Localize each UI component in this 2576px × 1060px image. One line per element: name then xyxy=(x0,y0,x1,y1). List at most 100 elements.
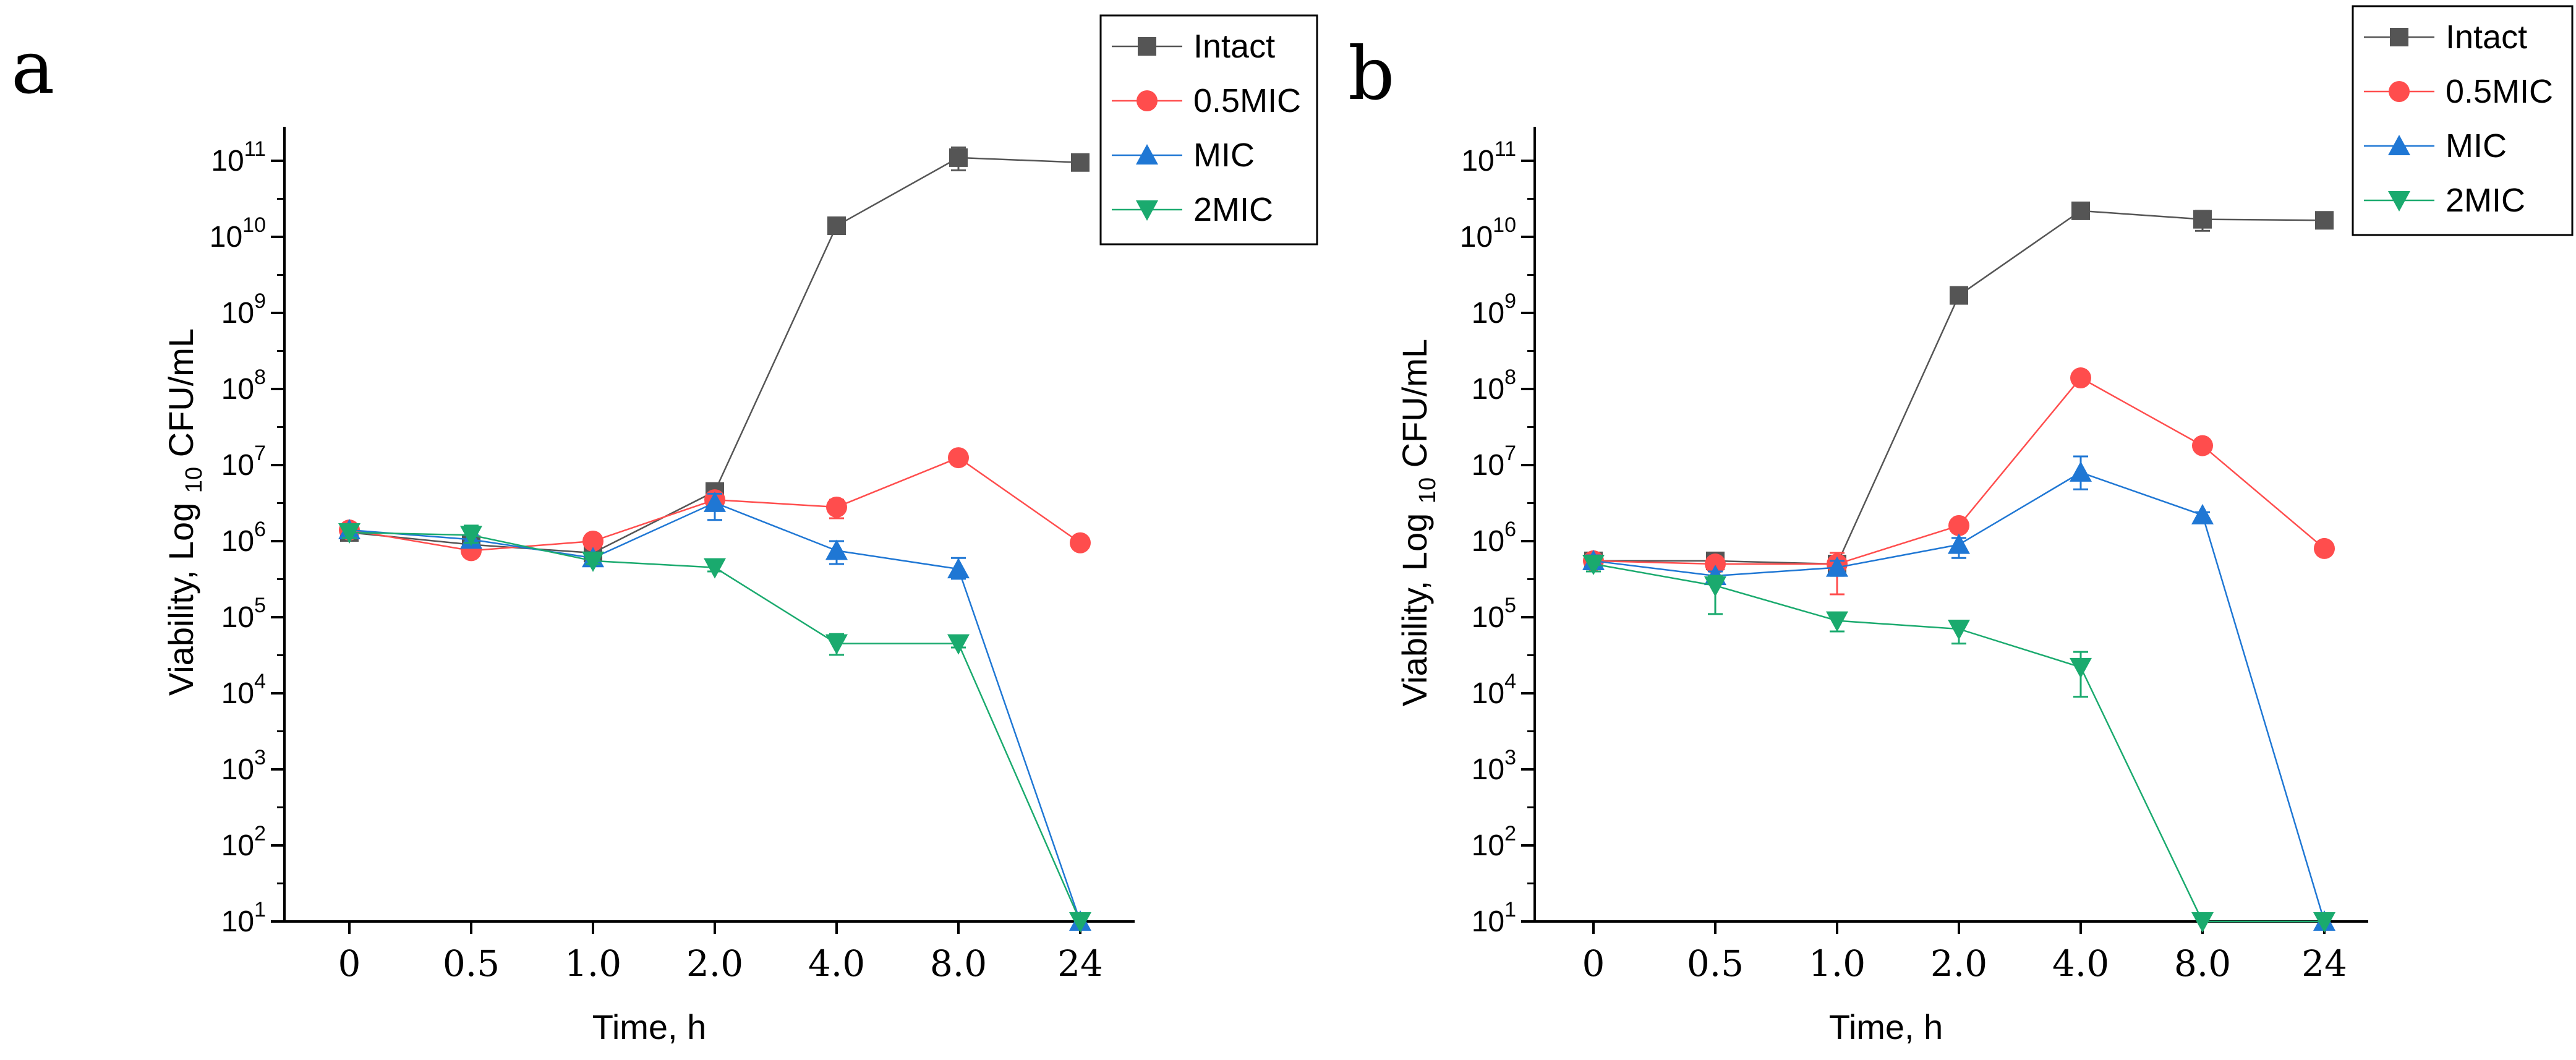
legend-marker xyxy=(2388,135,2410,155)
x-tick-label: 24 xyxy=(1057,942,1103,985)
y-tick-label: 105 xyxy=(1472,594,1516,634)
y-tick-base: 10 xyxy=(1472,449,1504,482)
x-axis-label: Time, h xyxy=(1829,1007,1943,1046)
data-point xyxy=(704,558,726,579)
x-tick-label: 8.0 xyxy=(2174,942,2231,985)
y-tick-exponent: 5 xyxy=(1504,594,1516,617)
y-tick-exponent: 1 xyxy=(1504,898,1516,921)
legend-label: MIC xyxy=(1193,137,1255,174)
data-point xyxy=(2314,537,2335,559)
panel-letter-b: b xyxy=(1348,31,1395,116)
panel-a: a Viability, Log 10 CFU/mL Time, h 10110… xyxy=(11,14,1318,1046)
x-tick-label: 0.5 xyxy=(443,942,500,985)
y-tick-base: 10 xyxy=(221,677,254,710)
y-axis-label: Viability, Log 10 CFU/mL xyxy=(161,328,207,696)
y-tick-base: 10 xyxy=(221,829,254,862)
legend-marker xyxy=(1136,144,1158,165)
x-tick-label: 4.0 xyxy=(808,942,865,985)
data-point xyxy=(826,496,847,518)
x-tick-label: 24 xyxy=(2301,942,2347,985)
y-tick-exponent: 9 xyxy=(1504,289,1516,313)
x-tick-label: 4.0 xyxy=(2052,942,2109,985)
y-tick-exponent: 6 xyxy=(1504,518,1516,541)
y-tick-base: 10 xyxy=(221,449,254,482)
y-tick-label: 101 xyxy=(1472,898,1516,938)
y-tick-label: 1010 xyxy=(1460,213,1516,254)
y-tick-base: 10 xyxy=(1472,677,1504,710)
y-tick-exponent: 3 xyxy=(254,746,266,769)
legend-item: MIC xyxy=(2364,127,2507,165)
legend-b: Intact 0.5MIC MIC 2MIC xyxy=(2352,5,2574,236)
y-tick-label: 103 xyxy=(1472,746,1516,786)
data-point xyxy=(2070,461,2092,482)
y-tick-exponent: 7 xyxy=(1504,442,1516,465)
data-point xyxy=(1704,576,1726,597)
y-tick-base: 10 xyxy=(1472,525,1504,558)
y-tick-label: 102 xyxy=(1472,822,1516,862)
data-point xyxy=(582,551,604,572)
y-tick-label: 109 xyxy=(221,289,266,330)
y-tick-label: 1011 xyxy=(1461,137,1516,177)
y-tick-exponent: 9 xyxy=(254,289,266,313)
legend-marker xyxy=(1138,37,1156,56)
y-tick-label: 105 xyxy=(221,594,266,634)
data-point xyxy=(827,216,846,236)
legend-item: Intact xyxy=(1112,28,1275,65)
y-tick-base: 10 xyxy=(221,601,254,634)
y-tick-base: 10 xyxy=(1460,221,1493,254)
y-tick-label: 107 xyxy=(1472,442,1516,482)
data-point xyxy=(1070,532,1091,554)
y-tick-exponent: 8 xyxy=(1504,365,1516,389)
y-tick-exponent: 4 xyxy=(254,670,266,693)
x-tick-label: 2.0 xyxy=(1930,942,1987,985)
data-point xyxy=(1826,611,1848,632)
series-mic xyxy=(338,491,1091,931)
y-axis-label-text: Viability, Log xyxy=(1395,503,1434,706)
y-tick-label: 106 xyxy=(1472,518,1516,558)
legend-box xyxy=(2352,5,2574,236)
data-point xyxy=(1705,554,1726,575)
y-tick-label: 104 xyxy=(221,670,266,710)
data-point xyxy=(2070,657,2092,678)
y-tick-exponent: 6 xyxy=(254,518,266,541)
data-point xyxy=(1948,533,1970,554)
panel-b: b Viability, Log 10 CFU/mL Time, h 10110… xyxy=(1348,5,2574,1046)
data-point xyxy=(1948,620,1970,641)
data-point xyxy=(2071,201,2090,220)
series-2mic xyxy=(1582,555,2335,933)
legend-item: 2MIC xyxy=(2364,182,2525,219)
y-tick-base: 10 xyxy=(221,905,254,938)
legend-marker xyxy=(1136,200,1158,221)
data-point xyxy=(2315,211,2334,230)
y-tick-exponent: 10 xyxy=(1493,213,1516,237)
legend-label: MIC xyxy=(2446,127,2507,165)
data-point xyxy=(2191,912,2214,933)
y-tick-base: 10 xyxy=(210,221,242,254)
legend-label: Intact xyxy=(2446,19,2527,56)
data-point xyxy=(948,447,969,469)
legend-item: 0.5MIC xyxy=(2364,73,2553,110)
y-tick-label: 106 xyxy=(221,518,266,558)
x-tick-label: 1.0 xyxy=(565,942,621,985)
y-tick-base: 10 xyxy=(1472,829,1504,862)
y-axis-label-unit: CFU/mL xyxy=(1395,339,1434,477)
legend-label: 0.5MIC xyxy=(1193,82,1301,119)
data-point xyxy=(949,148,968,167)
panel-letter-a: a xyxy=(11,25,54,110)
data-point xyxy=(2313,912,2335,933)
y-tick-base: 10 xyxy=(1472,601,1504,634)
data-point xyxy=(2070,367,2091,389)
y-tick-exponent: 5 xyxy=(254,594,266,617)
legend-item: 0.5MIC xyxy=(1112,82,1301,119)
y-tick-label: 1010 xyxy=(210,213,266,254)
y-tick-label: 101 xyxy=(221,898,266,938)
legend-label: 0.5MIC xyxy=(2446,73,2553,110)
svg-text:Viability, Log 10 CFU/mL: Viability, Log 10 CFU/mL xyxy=(161,328,207,696)
data-point xyxy=(947,634,970,655)
x-tick-label: 1.0 xyxy=(1809,942,1866,985)
y-tick-base: 10 xyxy=(1472,373,1504,406)
y-tick-base: 10 xyxy=(1461,145,1494,177)
y-tick-exponent: 2 xyxy=(254,822,266,845)
